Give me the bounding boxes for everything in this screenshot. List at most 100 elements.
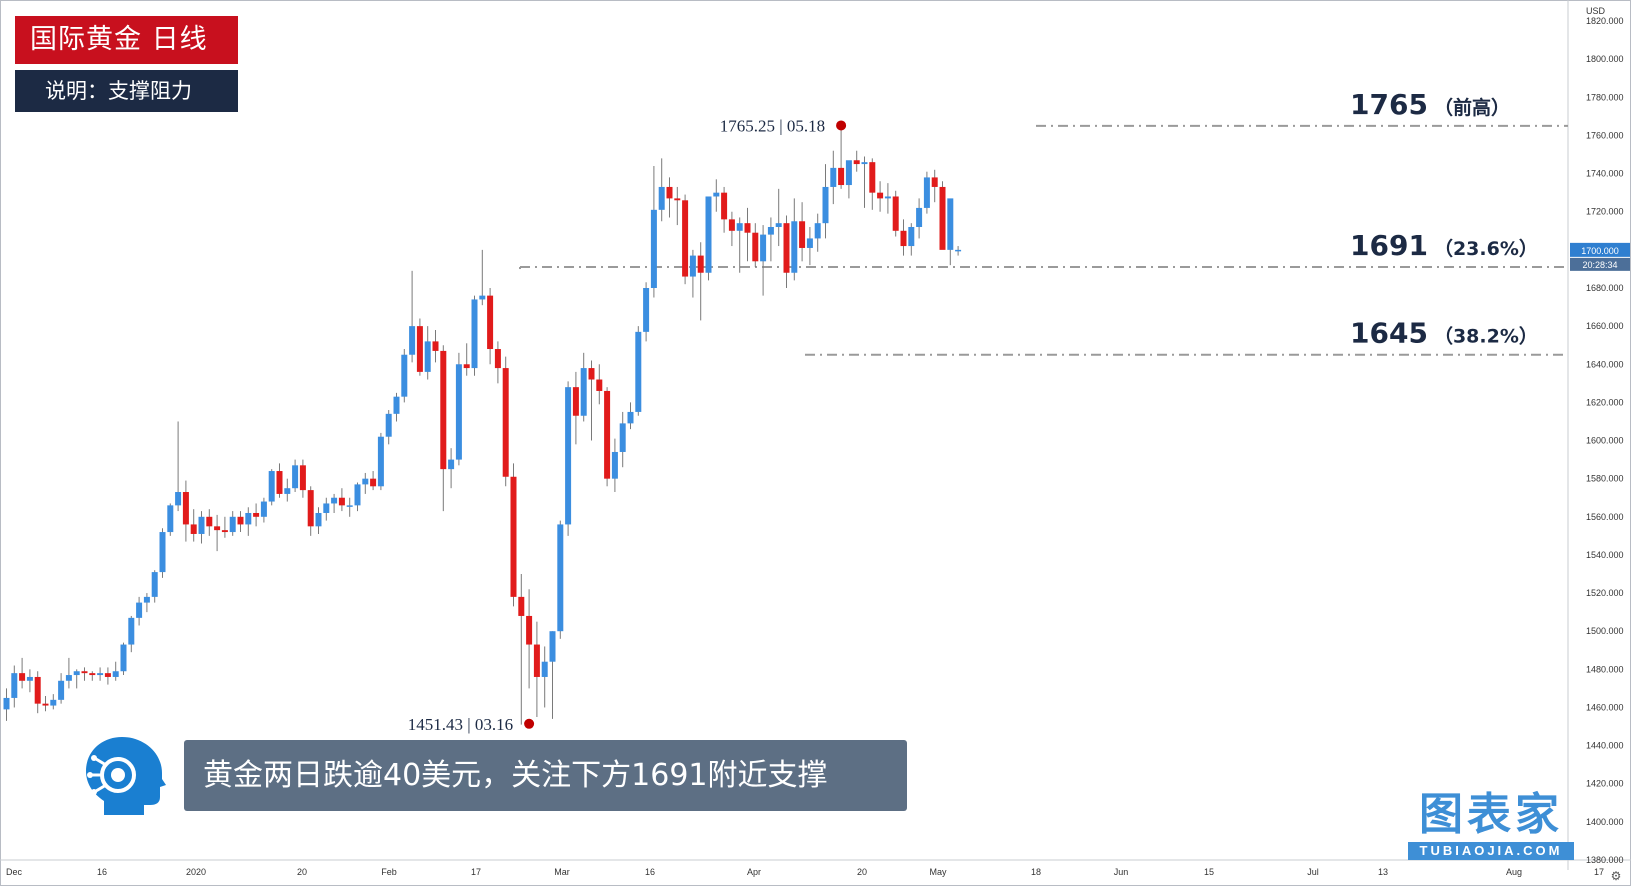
candle-body — [338, 497, 345, 506]
candle-body — [448, 459, 455, 470]
candle-body — [136, 602, 143, 618]
candle-body — [393, 396, 400, 414]
price-tick-label: 1620.000 — [1586, 397, 1624, 407]
time-tick-label: Jul — [1307, 867, 1319, 877]
candle-body — [479, 295, 486, 300]
candle-body — [572, 387, 579, 416]
candle-body — [198, 516, 205, 534]
price-tick-label: 1600.000 — [1586, 436, 1624, 446]
candle-body — [643, 288, 650, 332]
candle-body — [838, 167, 845, 186]
candle-body — [34, 676, 41, 704]
candle-body — [557, 524, 564, 632]
candle-body — [822, 186, 829, 224]
price-tick-label: 1480.000 — [1586, 664, 1624, 674]
headline-banner: 黄金两日跌逾40美元，关注下方1691附近支撑 — [184, 740, 907, 811]
candle-body — [650, 209, 657, 288]
current-price-text: 1700.000 — [1581, 246, 1619, 256]
price-tick-label: 1740.000 — [1586, 169, 1624, 179]
candle-body — [861, 162, 868, 165]
time-tick-label: Mar — [554, 867, 570, 877]
candle-body — [721, 192, 728, 220]
candle-body — [323, 503, 330, 513]
candle-body — [26, 676, 33, 681]
price-tick-label: 1680.000 — [1586, 283, 1624, 293]
candle-body — [276, 471, 283, 494]
candle-body — [892, 196, 899, 231]
candle-body — [611, 451, 618, 479]
time-tick-label: Dec — [6, 867, 23, 877]
current-time-tag — [1570, 257, 1630, 271]
candle-body — [697, 255, 704, 273]
candle-body — [604, 390, 611, 479]
time-tick-label: 20 — [297, 867, 307, 877]
candle-body — [432, 341, 439, 351]
chart-title: 国际黄金 日线 — [15, 16, 238, 64]
candle-body — [806, 238, 813, 248]
candle-body — [50, 699, 57, 706]
candle-body — [182, 492, 189, 525]
candle-body — [260, 501, 267, 517]
candle-body — [619, 423, 626, 452]
extreme-marker — [524, 718, 535, 729]
candle-body — [214, 526, 221, 531]
candle-body — [112, 671, 119, 677]
current-time-text: 20:28:34 — [1582, 260, 1617, 270]
time-tick-label: Jun — [1114, 867, 1129, 877]
candle-body — [666, 186, 673, 199]
candle-body — [869, 162, 876, 193]
candle-body — [533, 644, 540, 677]
candle-body — [541, 661, 548, 677]
price-tick-label: 1500.000 — [1586, 626, 1624, 636]
candle-body — [307, 490, 314, 527]
level-label-1645: 1645 （38.2%） — [1350, 317, 1538, 350]
candle-body — [81, 671, 88, 674]
candle-body — [955, 249, 962, 252]
candle-body — [580, 368, 587, 416]
candle-body — [549, 631, 556, 662]
current-price-tag — [1570, 242, 1630, 257]
candle-body — [916, 207, 923, 227]
candle-body — [268, 471, 275, 502]
time-tick-label: 16 — [645, 867, 655, 877]
candle-body — [487, 295, 494, 350]
settings-gear-icon[interactable]: ⚙ — [1611, 869, 1622, 883]
candle-body — [689, 255, 696, 277]
price-tick-label: 1820.000 — [1586, 16, 1624, 26]
candle-body — [167, 505, 174, 533]
price-tick-label: 1520.000 — [1586, 588, 1624, 598]
candle-body — [292, 465, 299, 489]
candle-body — [206, 516, 213, 527]
time-tick-label: Aug — [1506, 867, 1522, 877]
watermark-sub: TUBIAOJIA.COM — [1408, 842, 1574, 860]
candle-body — [354, 484, 361, 506]
candle-body — [237, 516, 244, 525]
candle-body — [11, 673, 18, 698]
candle-body — [58, 680, 65, 700]
price-tick-label: 1560.000 — [1586, 512, 1624, 522]
candle-body — [385, 413, 392, 437]
candle-body — [728, 219, 735, 231]
candle-body — [455, 364, 462, 460]
candle-body — [814, 223, 821, 239]
tubiaojia-watermark: 图表家 TUBIAOJIA.COM — [1408, 790, 1574, 860]
candle-body — [229, 516, 236, 533]
candle-body — [947, 198, 954, 250]
candle-body — [65, 675, 72, 681]
candle-body — [588, 368, 595, 380]
candle-body — [596, 379, 603, 391]
watermark-main: 图表家 — [1419, 789, 1563, 840]
candle-body — [767, 226, 774, 235]
candle-body — [370, 478, 377, 487]
candle-body — [409, 326, 416, 355]
candle-body — [401, 354, 408, 397]
candle-body — [424, 341, 431, 372]
price-tick-label: 1580.000 — [1586, 474, 1624, 484]
candle-body — [502, 368, 509, 477]
candle-body — [752, 232, 759, 262]
candle-body — [900, 230, 907, 247]
candle-body — [799, 221, 806, 248]
candle-body — [346, 505, 353, 507]
